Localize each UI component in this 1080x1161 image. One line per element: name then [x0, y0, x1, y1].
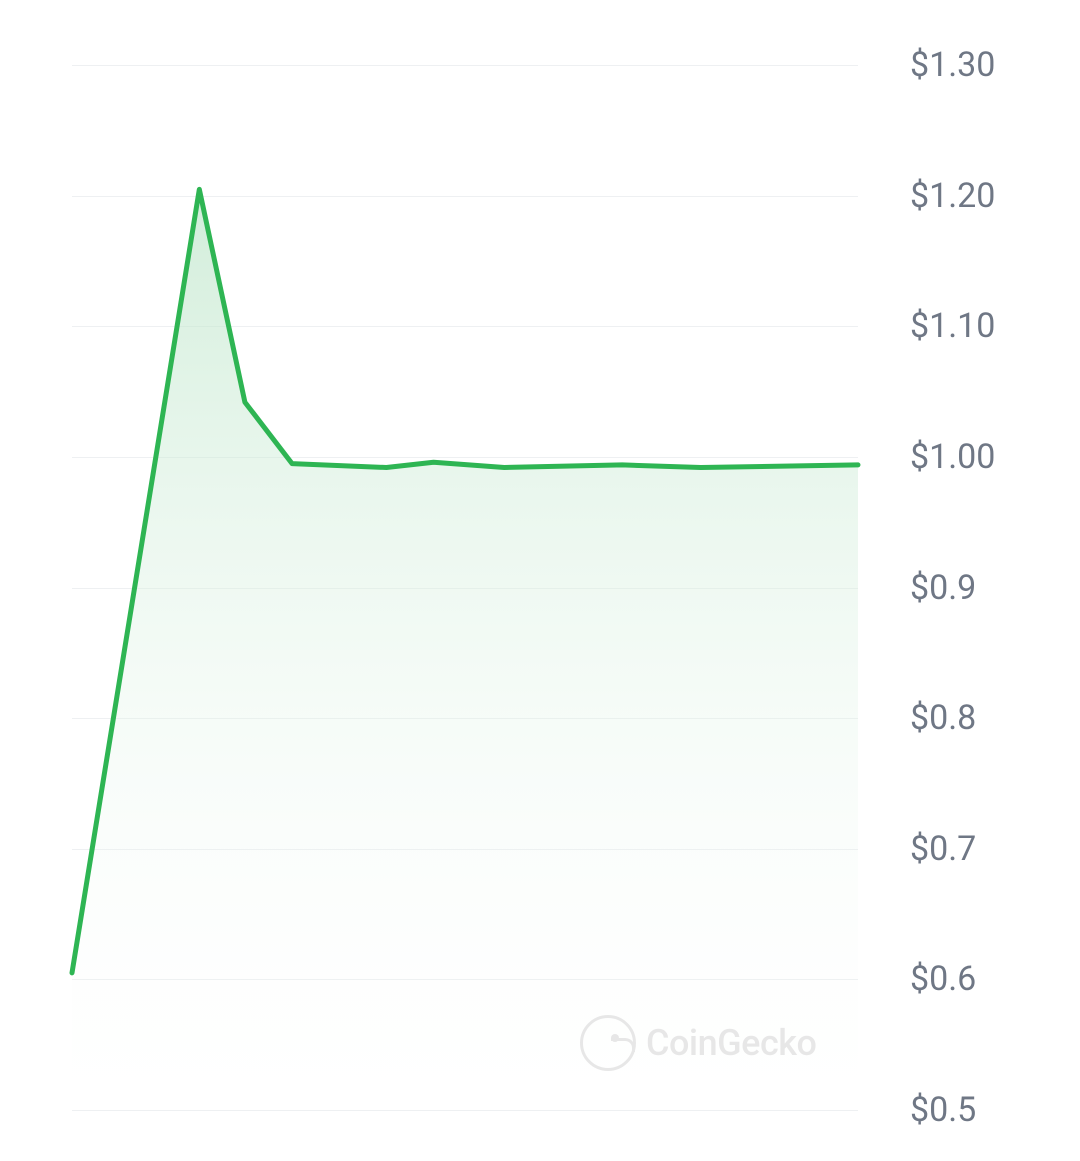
- y-axis-label: $0.6: [910, 959, 976, 999]
- y-axis-label: $1.10: [910, 306, 995, 346]
- y-axis-label: $0.7: [910, 829, 976, 869]
- area-fill: [72, 189, 858, 1150]
- y-axis-label: $1.00: [910, 437, 995, 477]
- y-axis-label: $1.20: [910, 176, 995, 216]
- y-axis-label: $1.30: [910, 45, 995, 85]
- watermark-text: CoinGecko: [646, 1022, 816, 1064]
- y-axis-label: $0.5: [910, 1090, 976, 1130]
- y-axis-label: $0.8: [910, 698, 976, 738]
- coingecko-watermark: CoinGecko: [580, 1015, 816, 1071]
- coingecko-icon: [580, 1015, 636, 1071]
- price-chart: $0.5 $0.6 $0.7 $0.8 $0.9 $1.00 $1.10 $1.20 $1.30…: [0, 0, 1080, 1161]
- y-axis-label: $0.9: [910, 568, 976, 608]
